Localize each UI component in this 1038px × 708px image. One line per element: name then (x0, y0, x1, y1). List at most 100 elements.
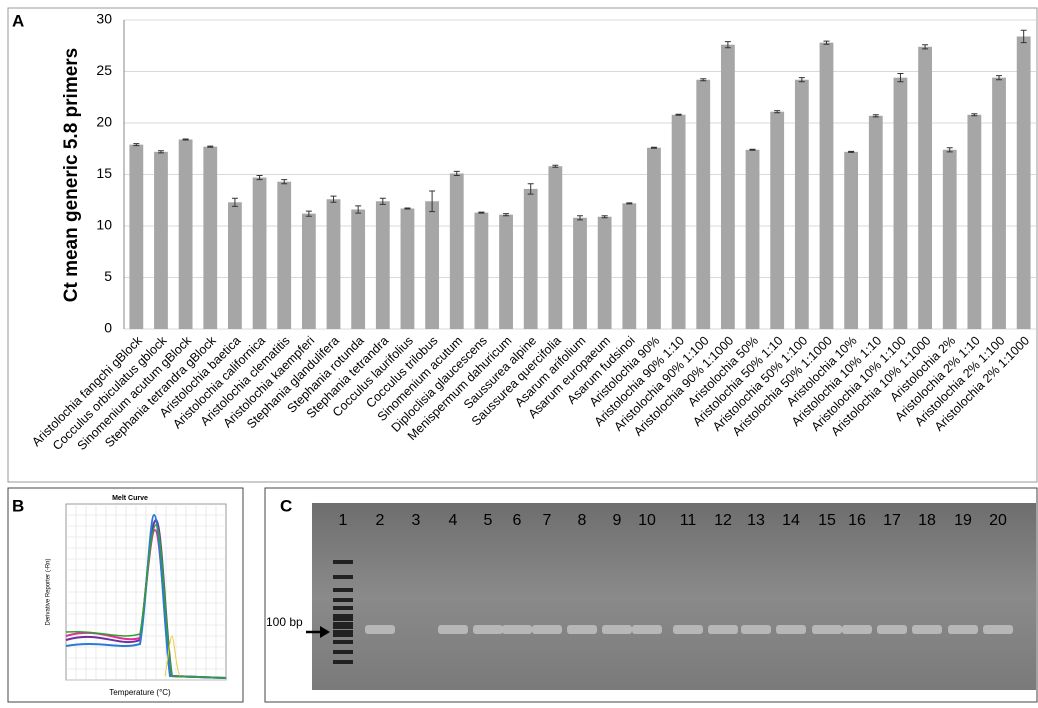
ladder-band (333, 560, 353, 564)
lane-label: 5 (484, 512, 493, 529)
figure: A B C Ct mean generic 5.8 primers Melt C… (0, 0, 1038, 703)
bar (672, 115, 686, 329)
panel-label: B (12, 496, 24, 515)
bar (598, 217, 612, 329)
melt-curve-panel: Melt Curve Temperature (°C) Derivative R… (46, 495, 226, 697)
lane-label: 1 (339, 512, 348, 529)
ladder-band (333, 606, 353, 610)
y-tick-label: 15 (96, 165, 112, 181)
bar (770, 112, 784, 329)
bar (401, 208, 415, 329)
lane-label: 16 (848, 512, 866, 529)
ladder-band (333, 660, 353, 664)
gel-band (632, 625, 662, 634)
lane-label: 6 (513, 512, 522, 529)
ladder-band (333, 614, 353, 621)
bar (302, 214, 316, 329)
bar (228, 202, 242, 329)
gel-band (567, 625, 597, 634)
bar (894, 78, 908, 329)
bar (844, 152, 858, 329)
y-tick-label: 20 (96, 114, 112, 130)
bar (524, 189, 538, 329)
bar (203, 147, 217, 329)
bar (943, 150, 957, 329)
bar (1017, 36, 1031, 329)
bar (967, 115, 981, 329)
melt-title: Melt Curve (112, 495, 148, 502)
gel-band (741, 625, 771, 634)
panel-label: C (280, 496, 292, 515)
bar (475, 213, 489, 329)
lane-label: 13 (747, 512, 765, 529)
bar (622, 203, 636, 329)
bar (154, 152, 168, 329)
bar (820, 43, 834, 329)
gel-band (983, 625, 1013, 634)
lane-label: 17 (883, 512, 901, 529)
lane-label: 20 (989, 512, 1007, 529)
bar (450, 173, 464, 329)
lane-label: 4 (449, 512, 458, 529)
gel-band (812, 625, 842, 634)
lane-label: 8 (578, 512, 587, 529)
bar (277, 182, 291, 329)
bar (918, 47, 932, 329)
y-tick-label: 30 (96, 11, 112, 27)
bar (992, 78, 1006, 329)
lane-label: 11 (680, 512, 697, 529)
ladder-band (333, 588, 353, 592)
gel-band (365, 625, 395, 634)
ladder-band (333, 598, 353, 602)
bar (721, 45, 735, 329)
bar (795, 80, 809, 329)
bar (573, 218, 587, 329)
ladder-band (333, 650, 353, 654)
gel-band (673, 625, 703, 634)
gel-band (532, 625, 562, 634)
gel-band (877, 625, 907, 634)
bar (696, 80, 710, 329)
y-tick-label: 10 (96, 217, 112, 233)
bar (499, 215, 513, 329)
lane-label: 18 (918, 512, 936, 529)
lane-label: 3 (412, 512, 421, 529)
y-tick-label: 5 (104, 268, 112, 284)
lane-label: 2 (376, 512, 385, 529)
gel-band (948, 625, 978, 634)
lane-label: 10 (638, 512, 656, 529)
lane-label: 12 (714, 512, 732, 529)
ladder-band (333, 630, 353, 637)
bar (351, 210, 365, 329)
y-tick-label: 25 (96, 62, 112, 78)
gel-band (912, 625, 942, 634)
y-tick-label: 0 (104, 320, 112, 336)
marker-label: 100 bp (266, 615, 303, 629)
gel-band (438, 625, 468, 634)
bar (425, 201, 439, 329)
bar (746, 150, 760, 329)
gel-band (502, 625, 532, 634)
bar (327, 199, 341, 329)
lane-label: 14 (782, 512, 800, 529)
gel-band (708, 625, 738, 634)
gel-image (312, 503, 1036, 690)
gel-band (842, 625, 872, 634)
panel-label: A (12, 11, 24, 30)
lane-label: 9 (613, 512, 622, 529)
ladder-band (333, 640, 353, 644)
bar (376, 201, 390, 329)
gel-band (602, 625, 632, 634)
ladder-band (333, 575, 353, 579)
bar (548, 166, 562, 329)
bar (647, 148, 661, 329)
gel-band (776, 625, 806, 634)
bar (179, 139, 193, 329)
ladder-band (333, 622, 353, 629)
melt-y-label: Derivative Reporter (-Rn) (46, 558, 52, 625)
bar (129, 145, 143, 329)
lane-label: 15 (818, 512, 836, 529)
melt-x-label: Temperature (°C) (109, 688, 171, 697)
lane-label: 7 (543, 512, 552, 529)
bar (253, 178, 267, 329)
